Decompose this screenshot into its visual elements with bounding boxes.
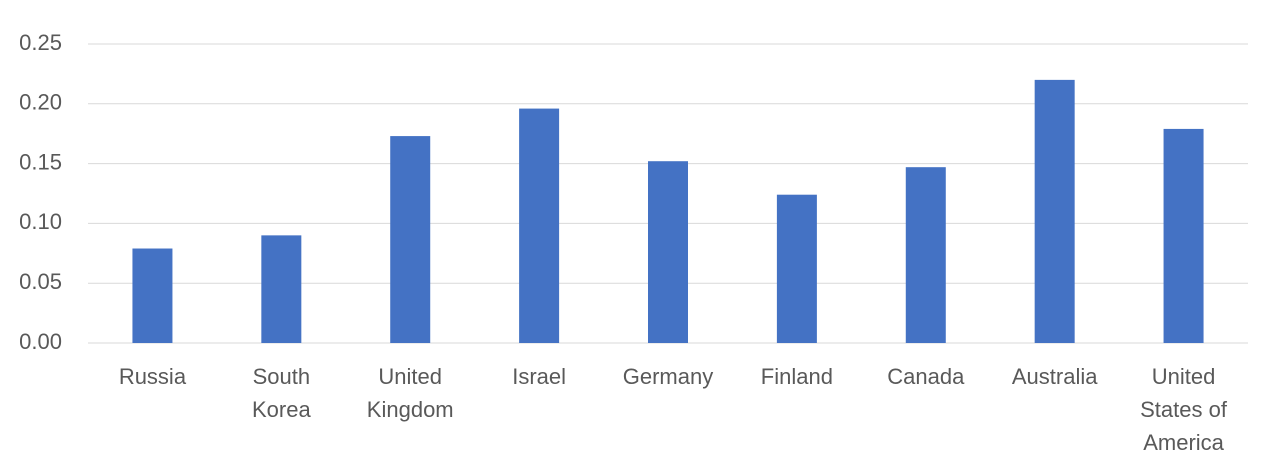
bar: [261, 235, 302, 343]
y-tick-label: 0.10: [19, 209, 62, 234]
label-line: Israel: [512, 364, 566, 389]
x-tick-label: Finland: [761, 364, 833, 389]
label-line: South: [253, 364, 311, 389]
x-tick-label: Canada: [887, 364, 965, 389]
y-tick-label: 0.05: [19, 269, 62, 294]
bar: [519, 108, 560, 343]
y-tick-label: 0.15: [19, 149, 62, 174]
label-line: Kingdom: [367, 397, 454, 422]
bar: [776, 194, 817, 343]
bar: [132, 248, 173, 343]
y-tick-label: 0.25: [19, 30, 62, 55]
x-tick-label: South Korea: [252, 364, 311, 422]
y-tick-label: 0.00: [19, 329, 62, 354]
x-tick-label: Australia: [1012, 364, 1098, 389]
label-line: America: [1143, 430, 1224, 455]
label-line: Russia: [119, 364, 187, 389]
label-line: States of: [1140, 397, 1228, 422]
label-line: Korea: [252, 397, 311, 422]
bar: [905, 167, 946, 343]
bar: [390, 136, 431, 343]
x-tick-label: United Kingdom: [367, 364, 454, 422]
label-line: United: [378, 364, 442, 389]
x-tick-label: Germany: [623, 364, 713, 389]
label-line: United: [1152, 364, 1216, 389]
label-line: Finland: [761, 364, 833, 389]
label-line: Germany: [623, 364, 713, 389]
x-tick-label: Russia: [119, 364, 187, 389]
y-tick-label: 0.20: [19, 90, 62, 115]
bar: [1163, 128, 1204, 343]
bar: [1034, 79, 1075, 343]
bar: [648, 161, 688, 343]
label-line: Australia: [1012, 364, 1098, 389]
x-tick-label: United States of America: [1140, 364, 1228, 455]
label-line: Canada: [887, 364, 965, 389]
x-tick-label: Israel: [512, 364, 566, 389]
